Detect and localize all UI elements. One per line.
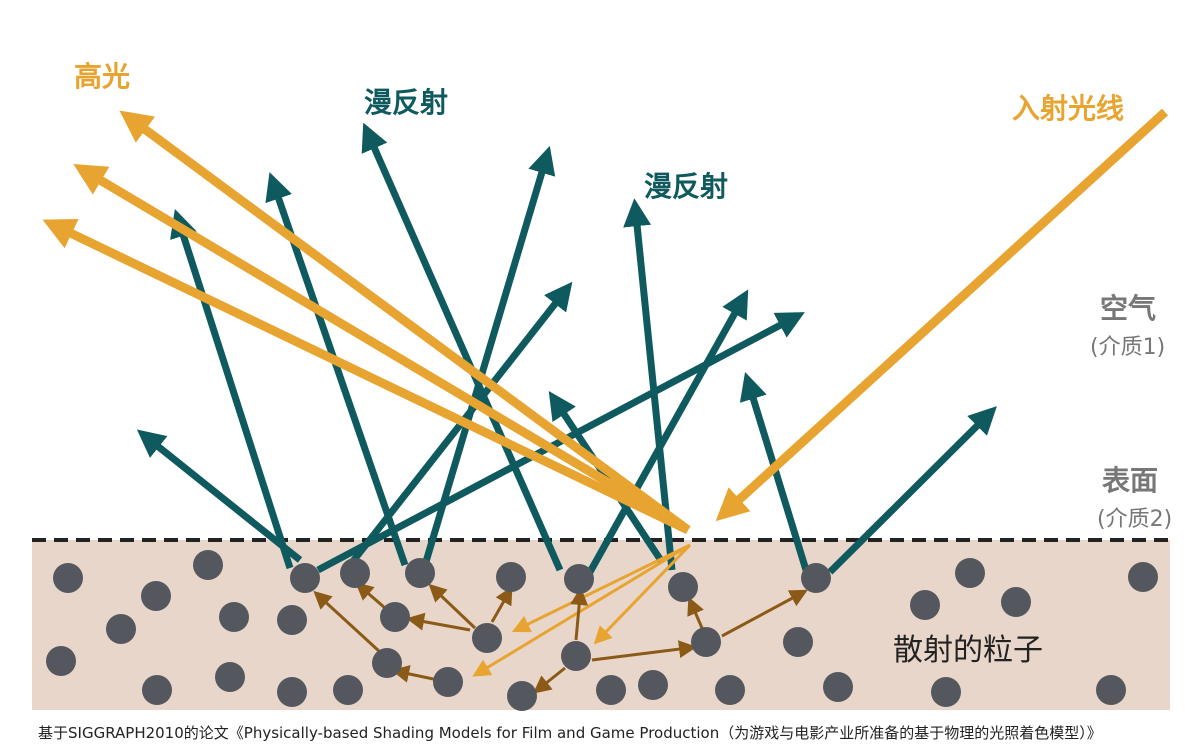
particle: [193, 550, 223, 580]
diffuse-ray: [421, 145, 556, 566]
particle: [433, 667, 463, 697]
scatter-bounce-arrows: [313, 582, 808, 694]
surface-sub-label: (介质2): [1097, 507, 1172, 532]
particle: [106, 614, 136, 644]
specular-ray: [119, 110, 691, 534]
particle: [801, 563, 831, 593]
particle: [142, 675, 172, 705]
particle: [1096, 675, 1126, 705]
diffuse-ray: [739, 371, 810, 572]
particle: [372, 648, 402, 678]
air-label: 空气: [1100, 292, 1156, 325]
particle: [333, 675, 363, 705]
diffuse-ray: [347, 281, 573, 568]
particle: [596, 675, 626, 705]
particle: [219, 602, 249, 632]
particle: [823, 672, 853, 702]
particle: [668, 572, 698, 602]
specular-rays: [42, 108, 1169, 535]
particle: [910, 590, 940, 620]
particle: [277, 677, 307, 707]
surface-label: 表面: [1102, 464, 1158, 497]
diffuse-label-left: 漫反射: [364, 86, 448, 119]
diffuse-ray: [265, 172, 409, 567]
particle: [931, 677, 961, 707]
particle: [561, 641, 591, 671]
specular-label: 高光: [74, 60, 130, 93]
incident-ray: [715, 108, 1169, 522]
figure-caption: 基于SIGGRAPH2010的论文《Physically-based Shadi…: [38, 724, 1102, 742]
diffuse-ray: [361, 122, 564, 572]
specular-ray: [42, 219, 690, 535]
particle: [691, 627, 721, 657]
diffuse-ray: [586, 289, 749, 574]
diffuse-ray: [136, 429, 303, 563]
particle: [507, 681, 537, 711]
particle: [141, 581, 171, 611]
particle: [1001, 587, 1031, 617]
particle: [564, 564, 594, 594]
particle: [380, 602, 410, 632]
particle: [277, 605, 307, 635]
air-sub-label: (介质1): [1090, 335, 1165, 360]
particle: [1128, 562, 1158, 592]
particle: [496, 562, 526, 592]
incident-ray-label: 入射光线: [1012, 92, 1124, 125]
particle: [46, 646, 76, 676]
particle: [405, 558, 435, 588]
particle: [638, 670, 668, 700]
subsurface-light-rays: [472, 543, 692, 677]
particle: [715, 675, 745, 705]
particle: [472, 623, 502, 653]
particle: [955, 558, 985, 588]
diffuse-label-right: 漫反射: [644, 170, 728, 203]
particle: [290, 563, 320, 593]
particle: [215, 662, 245, 692]
particle: [53, 563, 83, 593]
diffuse-rays: [136, 122, 997, 575]
specular-ray: [73, 164, 691, 534]
particle: [783, 627, 813, 657]
scattering-particles-label: 散射的粒子: [893, 633, 1043, 668]
particle: [340, 558, 370, 588]
scattering-particles: [46, 550, 1158, 711]
diffuse-ray: [170, 209, 294, 570]
diffuse-ray: [827, 406, 997, 575]
